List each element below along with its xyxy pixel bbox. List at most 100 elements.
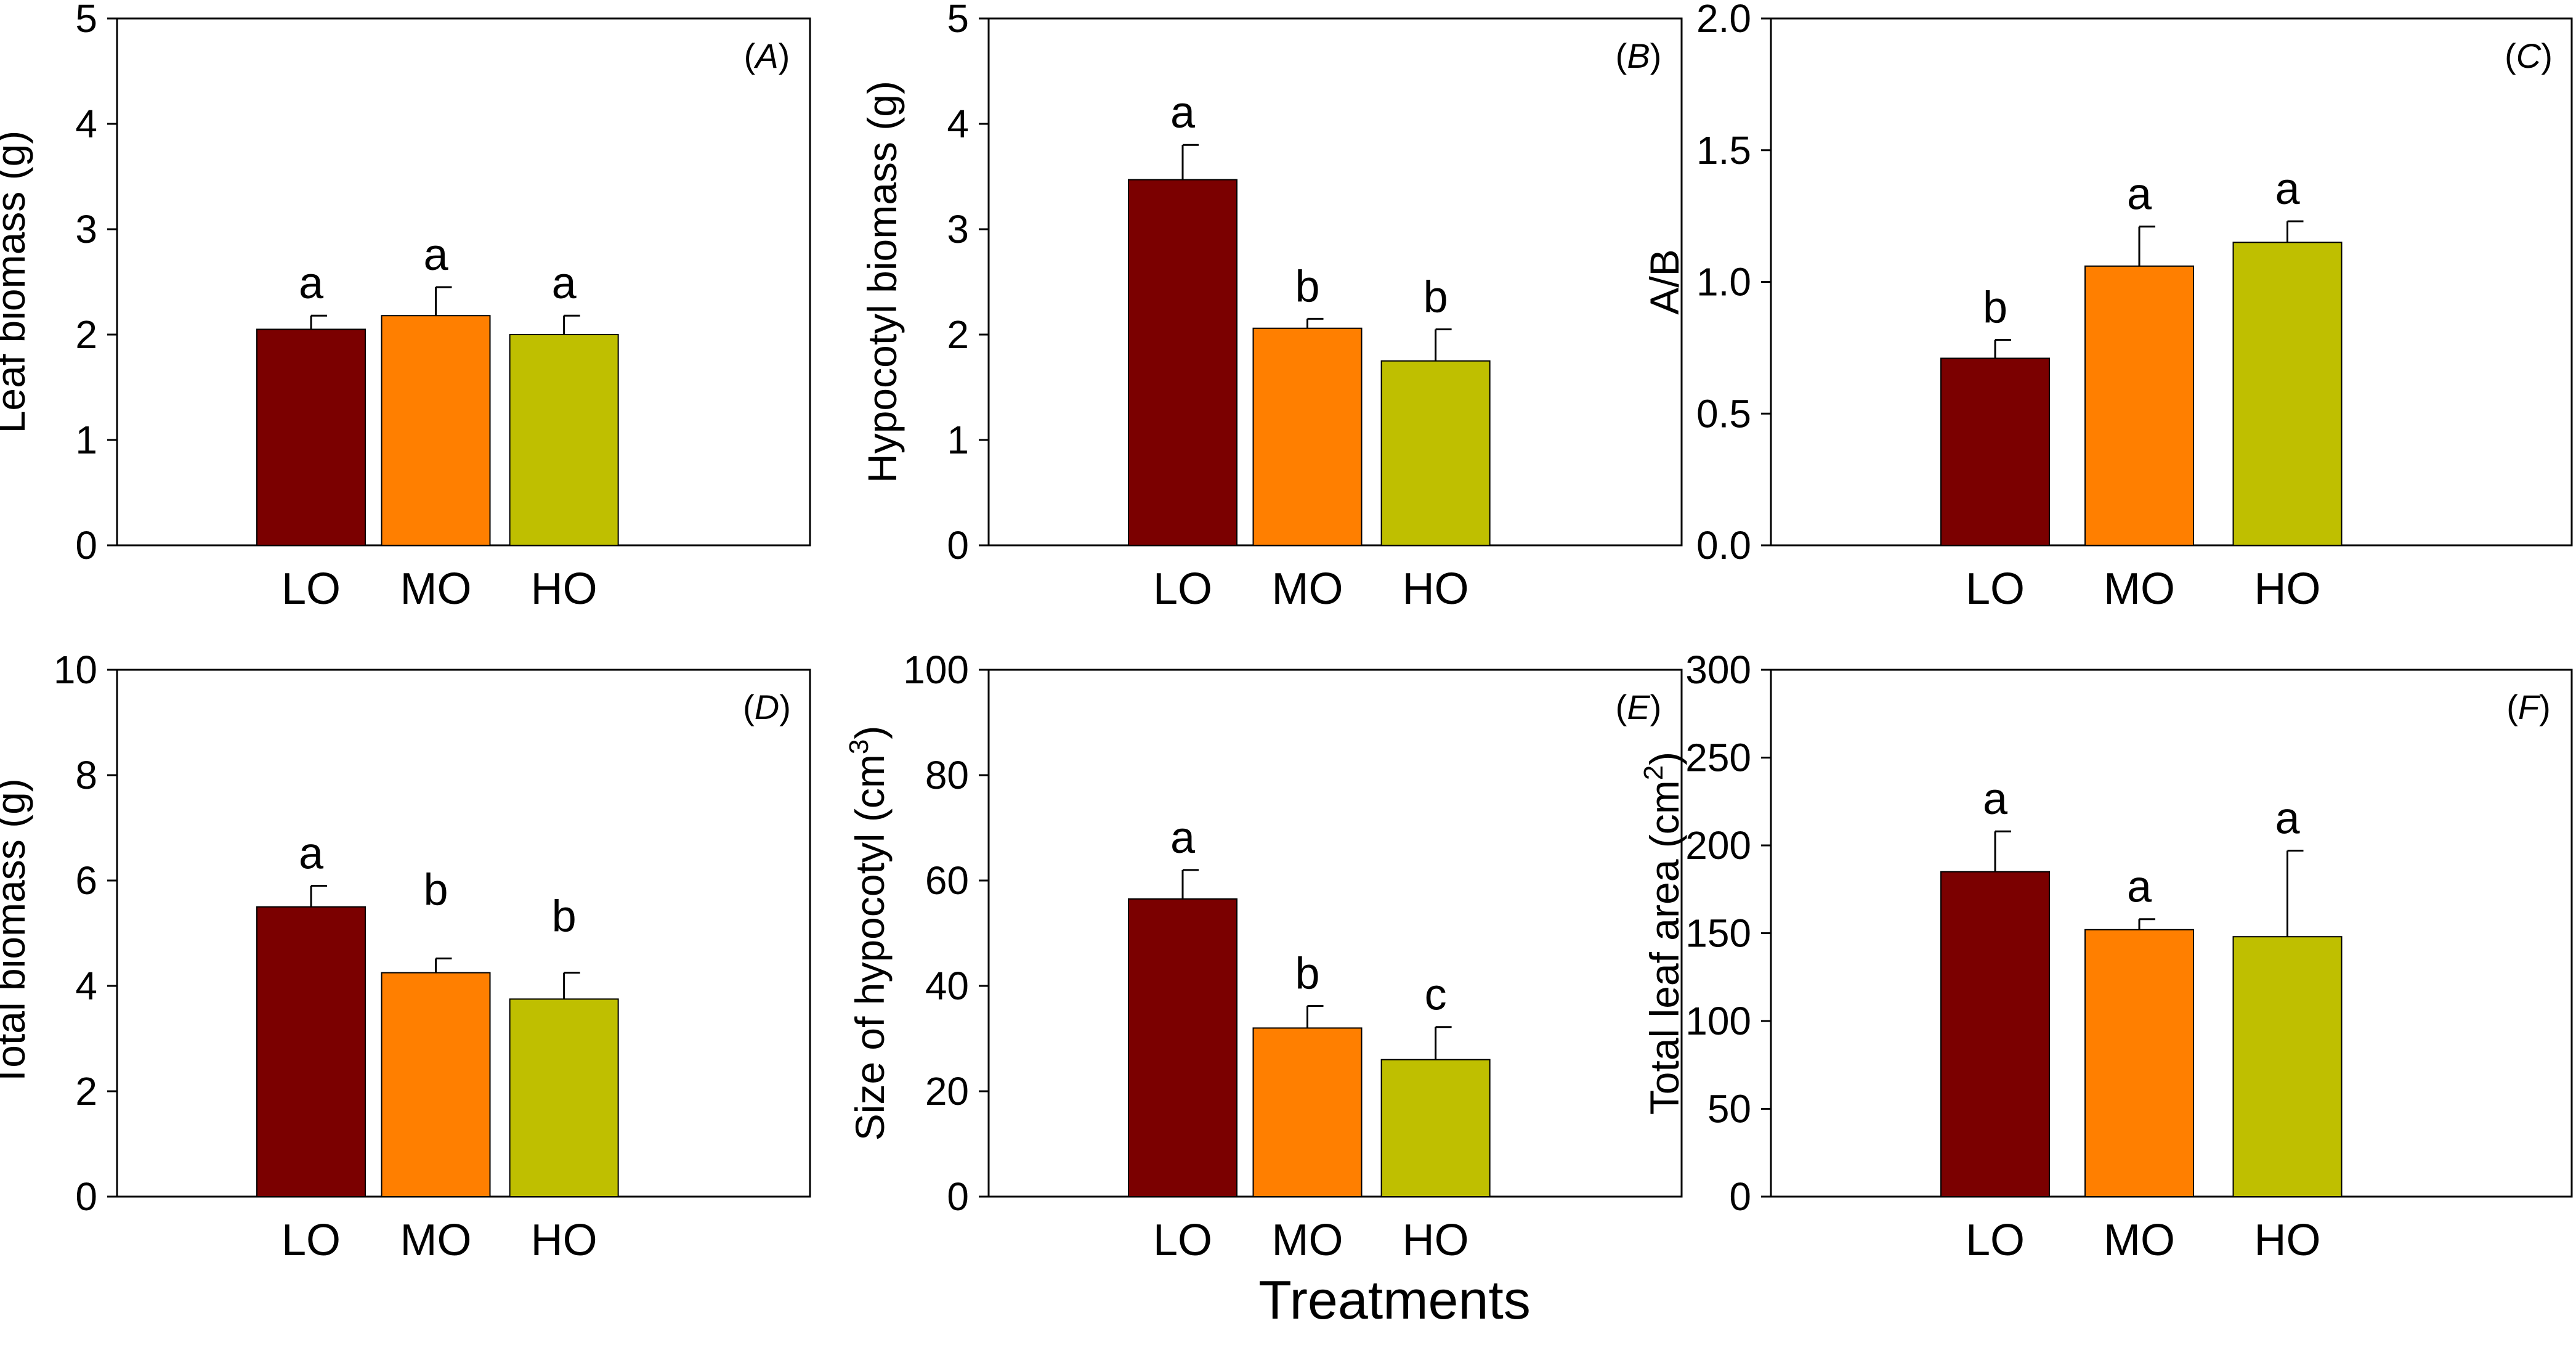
panel-tag-letter: C [2516, 36, 2542, 75]
significance-letter: a [299, 829, 324, 879]
y-tick-label: 1 [947, 418, 969, 462]
panel-d: 0 2 4 6 8 10 Total biomass (g) (D) a LO b MO b HO [0, 648, 811, 1265]
panel-tag-open: ( [2505, 36, 2516, 75]
bar-lo [256, 328, 366, 546]
bar-lo [1128, 898, 1237, 1198]
y-axis-title: Hypocotyl biomass (g) [859, 81, 905, 483]
panel-tag-letter: A [753, 36, 778, 75]
significance-letter: a [2275, 165, 2300, 214]
y-tick-label: 250 [1685, 736, 1751, 780]
x-category-label: LO [1153, 564, 1212, 614]
panel-tag: (A) [744, 36, 790, 75]
y-tick-label: 300 [1685, 648, 1751, 692]
panel-tag-letter: D [755, 688, 779, 726]
bar-lo [1128, 179, 1237, 546]
significance-letter: a [1170, 88, 1196, 137]
y-tick-label: 20 [925, 1069, 969, 1113]
significance-letter: b [1983, 283, 2007, 333]
y-tick-label: 200 [1685, 823, 1751, 868]
bar-mo [1252, 1027, 1363, 1198]
x-category-label: HO [1403, 1216, 1469, 1265]
y-tick-label: 5 [947, 0, 969, 41]
bar-mo [381, 972, 491, 1197]
y-axis-title: A/B [1642, 249, 1687, 314]
y-tick-label: 3 [947, 207, 969, 251]
y-tick-label: 0 [75, 1174, 97, 1219]
y-axis-title: Total biomass (g) [0, 778, 33, 1088]
panel-tag: (C) [2505, 36, 2553, 75]
bar-mo [381, 315, 491, 546]
bar-ho [509, 998, 619, 1197]
significance-letter: b [1295, 949, 1319, 998]
panel-a: 0 1 2 3 4 5 Leaf biomass (g) (A) a LO a MO a HO [0, 0, 811, 614]
x-category-label: LO [1966, 564, 2025, 614]
y-tick-label: 2.0 [1696, 0, 1751, 41]
y-axis-title: Leaf biomass (g) [0, 131, 33, 434]
panel-tag: (E) [1616, 688, 1662, 726]
x-category-label: MO [400, 564, 472, 614]
x-category-label: HO [2254, 1216, 2321, 1265]
panel-tag: (B) [1616, 36, 1662, 75]
y-tick-label: 4 [947, 102, 969, 146]
y-tick-label: 6 [75, 858, 97, 903]
panel-tag-close: ) [779, 36, 790, 75]
significance-letter: a [1170, 813, 1196, 863]
x-category-label: MO [1272, 564, 1343, 614]
bar-ho [2232, 936, 2343, 1197]
bar-ho [509, 334, 619, 546]
panel-tag: (D) [743, 688, 791, 726]
y-tick-label: 3 [75, 207, 97, 251]
bar-lo [256, 906, 366, 1197]
y-tick-label: 40 [925, 964, 969, 1008]
y-axis-title: Total leaf area (cm2) [1638, 752, 1687, 1115]
y-tick-label: 1 [75, 418, 97, 462]
panel-tag: (F) [2506, 688, 2551, 726]
y-tick-label: 2 [75, 312, 97, 357]
y-tick-label: 0 [947, 1174, 969, 1219]
x-category-label: MO [2104, 564, 2175, 614]
panel-tag-open: ( [744, 36, 756, 75]
y-tick-label: 0 [1729, 1174, 1751, 1219]
x-category-label: LO [1153, 1216, 1212, 1265]
panel-tag-close: ) [1650, 688, 1662, 726]
y-axis-title: Size of hypocotyl (cm3) [844, 726, 893, 1141]
y-tick-label: 5 [75, 0, 97, 41]
y-tick-label: 1.0 [1696, 260, 1751, 304]
y-tick-label: 0 [947, 523, 969, 568]
significance-letter: b [423, 866, 448, 915]
panel-b: 0 1 2 3 4 5 Hypocotyl biomass (g) (B) a LO b MO b HO [859, 0, 1683, 614]
significance-letter: b [1424, 272, 1448, 322]
y-tick-label: 60 [925, 858, 969, 903]
bar-lo [1940, 871, 2050, 1197]
y-tick-label: 100 [903, 648, 969, 692]
significance-letter: b [552, 892, 577, 941]
panel-tag-letter: E [1627, 688, 1650, 726]
y-tick-label: 0 [75, 523, 97, 568]
panel-tag-close: ) [1650, 36, 1662, 75]
y-axis-title-end: ) [847, 726, 893, 739]
bar-ho [2232, 242, 2343, 546]
bar-mo [2084, 929, 2194, 1198]
y-axis-title-superscript: 3 [844, 739, 874, 754]
panel-tag-letter: F [2518, 688, 2541, 726]
y-tick-label: 80 [925, 753, 969, 797]
x-category-label: LO [281, 564, 341, 614]
y-tick-label: 0.0 [1696, 523, 1751, 568]
y-tick-label: 2 [75, 1069, 97, 1113]
x-axis-title: Treatments [1258, 1269, 1531, 1330]
y-tick-label: 4 [75, 102, 97, 146]
significance-letter: a [2127, 863, 2152, 912]
x-category-label: HO [1403, 564, 1469, 614]
bar-ho [1380, 360, 1491, 546]
bar-ho [1380, 1059, 1491, 1197]
significance-letter: a [299, 259, 324, 308]
panel-tag-letter: B [1627, 36, 1650, 75]
bar-mo [2084, 265, 2194, 546]
y-tick-label: 4 [75, 964, 97, 1008]
bar-mo [1252, 327, 1363, 546]
x-category-label: HO [531, 1216, 597, 1265]
x-category-label: HO [531, 564, 597, 614]
y-tick-label: 100 [1685, 999, 1751, 1043]
